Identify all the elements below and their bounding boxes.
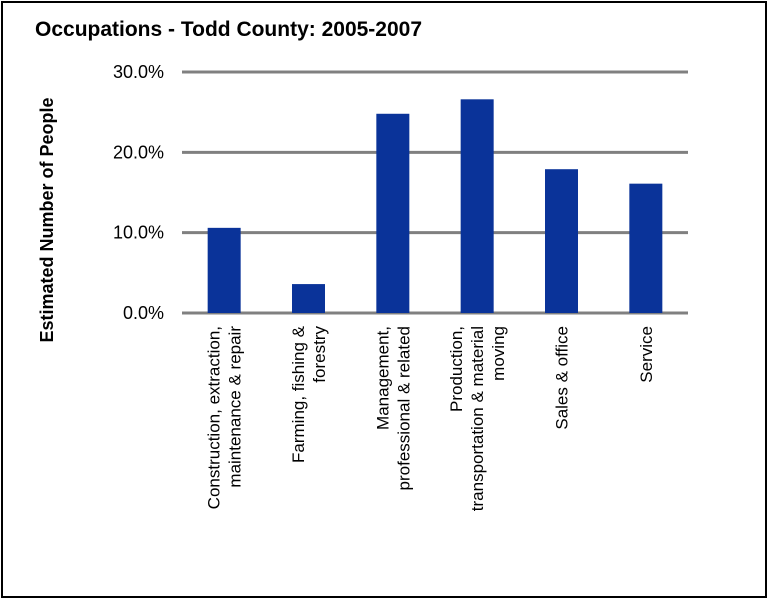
y-tick-label: 0.0%: [123, 303, 164, 323]
x-category-label: Management, professional & related: [373, 326, 413, 490]
bar: [460, 99, 494, 314]
bar: [545, 169, 578, 313]
bar: [207, 227, 241, 313]
gridlines: [182, 70, 688, 315]
y-tick-label: 10.0%: [113, 223, 164, 243]
y-tick-label: 20.0%: [113, 142, 164, 162]
bars: [207, 99, 663, 314]
x-axis-categories: Construction, extraction, maintenance & r…: [205, 325, 656, 511]
x-category-label: Farming, fishing & forestry: [289, 325, 329, 463]
y-tick-label: 30.0%: [113, 62, 164, 82]
x-category-label: Construction, extraction, maintenance & r…: [205, 326, 245, 510]
x-category-label: Production, transportation & material movi…: [447, 326, 508, 511]
chart-title: Occupations - Todd County: 2005-2007: [35, 18, 422, 41]
bar: [376, 113, 410, 313]
y-axis-label: Estimated Number of People: [37, 97, 57, 342]
y-axis-ticks: 0.0% 10.0% 20.0% 30.0%: [113, 62, 164, 323]
x-category-label: Service: [637, 326, 656, 383]
bar: [629, 183, 663, 313]
bar: [292, 284, 325, 313]
x-category-label: Sales & office: [553, 326, 572, 430]
